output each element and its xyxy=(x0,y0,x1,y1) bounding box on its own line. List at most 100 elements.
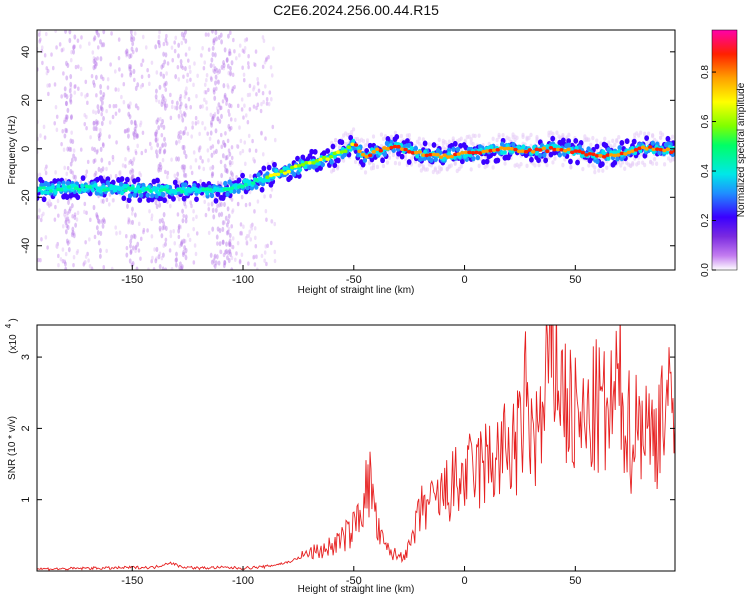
noise-cell xyxy=(259,108,263,114)
noise-cell xyxy=(224,131,227,136)
noise-streak-cell xyxy=(130,46,134,52)
noise-cell xyxy=(159,167,162,173)
noise-streak-cell xyxy=(69,99,73,105)
haze-cell xyxy=(533,163,537,168)
noise-cell xyxy=(219,132,223,138)
noise-cell xyxy=(229,103,233,109)
noise-cell xyxy=(128,105,131,110)
noise-cell xyxy=(268,90,272,95)
band-cell xyxy=(75,194,81,201)
noise-cell xyxy=(266,243,269,249)
band-peak-cell xyxy=(37,189,40,193)
noise-cell xyxy=(240,97,244,102)
haze-cell xyxy=(332,167,336,173)
band-cell xyxy=(52,178,58,184)
noise-streak-cell xyxy=(74,174,77,180)
band-peak-cell xyxy=(41,186,47,190)
noise-cell xyxy=(79,179,83,185)
noise-streak-cell xyxy=(214,74,218,80)
haze-cell xyxy=(643,131,647,137)
band-peak-cell xyxy=(215,188,220,192)
noise-cell xyxy=(91,50,95,55)
noise-cell xyxy=(91,146,94,151)
noise-cell xyxy=(158,251,162,256)
haze-cell xyxy=(471,141,475,147)
noise-streak-cell xyxy=(215,234,219,240)
band-peak-cell xyxy=(601,154,607,159)
noise-streak-cell xyxy=(99,84,102,90)
noise-streak-cell xyxy=(68,146,71,152)
noise-cell xyxy=(71,170,74,175)
band-peak-cell xyxy=(456,152,461,156)
band-peak-cell xyxy=(151,187,157,192)
noise-streak-cell xyxy=(159,164,163,170)
band-peak-cell xyxy=(559,147,564,152)
noise-cell xyxy=(47,203,51,208)
band-cell xyxy=(165,184,170,190)
noise-cell xyxy=(199,178,202,184)
noise-streak-cell xyxy=(129,36,133,43)
noise-streak-cell xyxy=(160,122,163,128)
band-peak-cell xyxy=(332,151,337,156)
band-peak-cell xyxy=(162,187,167,192)
noise-streak-cell xyxy=(223,201,226,208)
noise-streak-cell xyxy=(164,241,167,247)
noise-cell xyxy=(182,74,185,79)
snr-series-line xyxy=(37,325,675,571)
noise-streak-cell xyxy=(224,249,227,255)
noise-cell xyxy=(201,120,204,126)
noise-cell xyxy=(159,116,162,122)
band-cell xyxy=(236,177,242,184)
noise-streak-cell xyxy=(133,212,137,218)
noise-streak-cell xyxy=(162,212,166,218)
noise-streak-cell xyxy=(225,57,229,63)
noise-streak-cell xyxy=(221,220,225,226)
noise-cell xyxy=(265,261,268,267)
noise-cell xyxy=(204,90,208,95)
band-cell xyxy=(612,159,618,166)
band-cell xyxy=(360,161,366,168)
noise-cell xyxy=(76,38,80,43)
noise-cell xyxy=(233,84,236,90)
spectrogram-x-tick-label: 50 xyxy=(569,274,581,286)
band-peak-cell xyxy=(378,148,384,153)
band-cell xyxy=(120,190,125,196)
noise-streak-cell xyxy=(74,156,77,162)
noise-streak-cell xyxy=(64,114,68,120)
noise-streak-cell xyxy=(222,83,226,89)
band-cell xyxy=(183,190,188,196)
noise-streak-cell xyxy=(126,203,129,209)
noise-streak-cell xyxy=(222,62,226,69)
noise-cell xyxy=(61,259,65,264)
noise-streak-cell xyxy=(95,149,99,155)
noise-streak-cell xyxy=(131,219,135,225)
noise-cell xyxy=(244,113,248,118)
noise-streak-cell xyxy=(222,262,226,269)
noise-streak-cell xyxy=(134,85,138,91)
snr-y-scale-label: (x10 4 ) xyxy=(4,318,19,353)
noise-cell xyxy=(37,32,41,37)
haze-cell xyxy=(607,140,611,145)
noise-streak-cell xyxy=(164,52,168,58)
haze-cell xyxy=(527,135,531,141)
band-peak-cell xyxy=(91,184,96,188)
noise-cell xyxy=(183,238,187,244)
noise-cell xyxy=(90,73,94,79)
noise-cell xyxy=(124,234,128,239)
noise-cell xyxy=(96,56,99,61)
band-peak-cell xyxy=(669,150,674,155)
band-peak-cell xyxy=(584,153,589,157)
noise-streak-cell xyxy=(179,265,182,270)
noise-cell xyxy=(194,251,198,257)
noise-cell xyxy=(231,177,235,182)
noise-cell xyxy=(239,231,242,236)
noise-cell xyxy=(193,61,196,66)
noise-streak-cell xyxy=(180,264,184,270)
noise-cell xyxy=(84,173,88,178)
noise-cell xyxy=(105,248,108,254)
band-peak-cell xyxy=(616,153,621,157)
noise-streak-cell xyxy=(126,145,130,151)
noise-cell xyxy=(77,86,80,91)
band-cell xyxy=(124,176,130,183)
noise-streak-cell xyxy=(97,166,101,173)
